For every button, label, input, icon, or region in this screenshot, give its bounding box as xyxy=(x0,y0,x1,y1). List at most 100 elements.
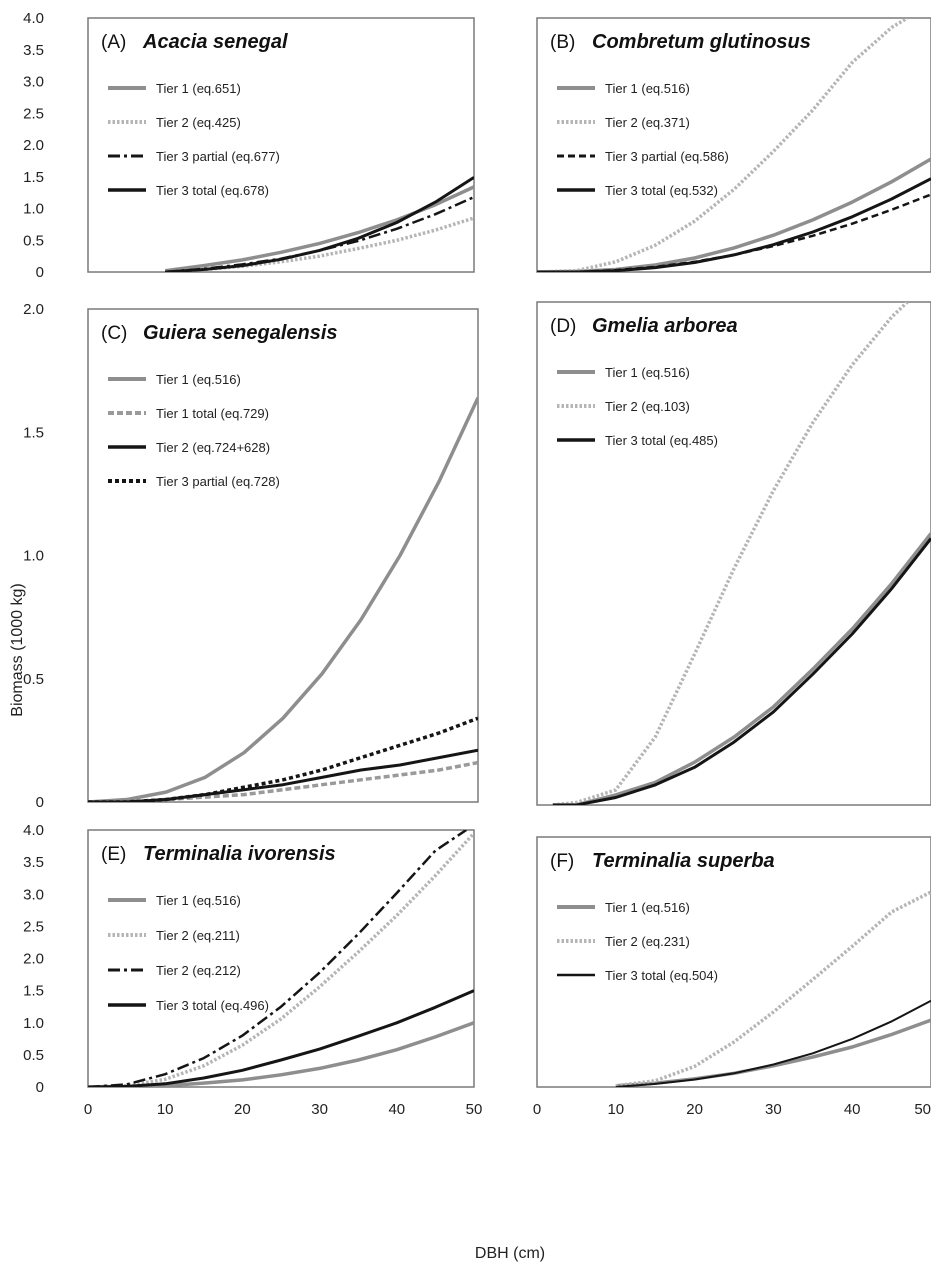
y-tick-label: 1.0 xyxy=(23,201,44,218)
y-tick-label: 1.5 xyxy=(23,169,44,186)
y-tick-label: 2.5 xyxy=(23,918,44,935)
legend-label: Tier 2 (eq.724+628) xyxy=(156,440,270,455)
panel-label: (F) xyxy=(550,851,574,872)
legend-label: Tier 1 (eq.516) xyxy=(156,372,241,387)
panel-label: (B) xyxy=(550,32,575,53)
panels: 0 0.5 1.0 1.5 2.0 2.5 3.0 3.5 4.0 (A) Acacia seneg… xyxy=(23,10,931,1118)
legend-label: Tier 3 total (eq.678) xyxy=(156,183,269,198)
y-tick-label: 0.5 xyxy=(23,671,44,688)
series-line xyxy=(552,532,931,805)
panel-title: Guiera senegalensis xyxy=(143,322,338,344)
y-axis-label: Biomass (1000 kg) xyxy=(9,583,26,716)
x-tick-label: 30 xyxy=(311,1101,328,1118)
y-tick-label: 2.0 xyxy=(23,951,44,968)
series-line xyxy=(88,1021,474,1087)
panel-title: Gmelia arborea xyxy=(592,315,738,337)
legend-label: Tier 1 (eq.516) xyxy=(605,81,690,96)
legend-label: Tier 1 (eq.651) xyxy=(156,81,241,96)
series-group xyxy=(164,176,474,272)
legend-label: Tier 2 (eq.211) xyxy=(156,928,240,943)
panel-b: (B) Combretum glutinosus Tier 1 (eq.516) Ti… xyxy=(536,17,931,273)
panel-title: Terminalia superba xyxy=(592,850,775,872)
panel-label: (E) xyxy=(101,844,126,865)
x-tick-label: 10 xyxy=(157,1101,174,1118)
legend-label: Tier 1 total (eq.729) xyxy=(156,406,269,421)
y-tick-label: 3.0 xyxy=(23,886,44,903)
y-tick-label: 4.0 xyxy=(23,822,44,839)
panel-d: (D) Gmelia arborea Tier 1 (eq.516) Tier 2 (… xyxy=(536,301,931,806)
x-axis-label: DBH (cm) xyxy=(475,1245,545,1262)
legend-label: Tier 1 (eq.516) xyxy=(605,900,690,915)
y-tick-label: 0 xyxy=(36,1079,44,1096)
panel-label: (A) xyxy=(101,32,126,53)
series-group xyxy=(615,890,931,1087)
x-tick-label: 40 xyxy=(844,1101,861,1118)
y-tick-label: 3.5 xyxy=(23,854,44,871)
series-line xyxy=(552,302,909,805)
panel-frame xyxy=(87,17,475,273)
series-line xyxy=(164,185,474,272)
panel-title: Terminalia ivorensis xyxy=(143,843,336,865)
y-tick-label: 4.0 xyxy=(23,10,44,27)
series-group xyxy=(552,302,931,805)
legend-label: Tier 1 (eq.516) xyxy=(605,365,690,380)
x-tick-label: 40 xyxy=(388,1101,405,1118)
y-tick-label: 1.0 xyxy=(23,1015,44,1032)
y-tick-label: 0 xyxy=(36,794,44,811)
y-tick-label: 1.5 xyxy=(23,424,44,441)
series-line xyxy=(88,989,474,1087)
y-tick-label: 0 xyxy=(36,264,44,281)
legend-label: Tier 3 partial (eq.586) xyxy=(605,149,729,164)
legend-label: Tier 1 (eq.516) xyxy=(156,893,241,908)
series-line xyxy=(88,832,474,1087)
y-tick-label: 1.5 xyxy=(23,983,44,1000)
panel-a: 0 0.5 1.0 1.5 2.0 2.5 3.0 3.5 4.0 (A) Acacia seneg… xyxy=(23,10,475,281)
series-group xyxy=(537,18,931,272)
series-line xyxy=(88,716,478,802)
x-tick-label: 10 xyxy=(607,1101,624,1118)
panel-frame xyxy=(536,17,931,273)
y-tick-label: 0.5 xyxy=(23,1047,44,1064)
series-group xyxy=(88,396,478,802)
legend-label: Tier 3 total (eq.504) xyxy=(605,968,718,983)
x-tick-label: 50 xyxy=(914,1101,931,1118)
legend-label: Tier 2 (eq.425) xyxy=(156,115,241,130)
x-tick-label: 50 xyxy=(466,1101,483,1118)
legend-label: Tier 2 (eq.212) xyxy=(156,963,241,978)
legend-label: Tier 3 total (eq.485) xyxy=(605,433,718,448)
y-tick-label: 0.5 xyxy=(23,232,44,249)
legend-label: Tier 2 (eq.371) xyxy=(605,115,690,130)
panel-frame xyxy=(536,836,931,1088)
panel-title: Acacia senegal xyxy=(142,31,288,53)
y-tick-label: 1.0 xyxy=(23,548,44,565)
panel-frame xyxy=(87,308,479,803)
x-tick-label: 20 xyxy=(686,1101,703,1118)
series-group xyxy=(88,830,474,1087)
series-line xyxy=(88,396,478,802)
y-tick-label: 2.0 xyxy=(23,301,44,318)
y-tick-label: 2.5 xyxy=(23,105,44,122)
y-tick-label: 2.0 xyxy=(23,137,44,154)
panel-label: (C) xyxy=(101,323,127,344)
x-tick-label: 20 xyxy=(234,1101,251,1118)
panel-c: 0 0.5 1.0 1.5 2.0 (C) Guiera senegalensis Tier … xyxy=(23,301,479,811)
panel-frame xyxy=(536,301,931,806)
series-line xyxy=(88,830,467,1087)
panel-e: 0 0.5 1.0 1.5 2.0 2.5 3.0 3.5 4.0 0 10 20 30 40 50 (E) T… xyxy=(23,822,482,1118)
legend-label: Tier 2 (eq.231) xyxy=(605,934,690,949)
legend-label: Tier 3 total (eq.532) xyxy=(605,183,718,198)
panel-frame xyxy=(87,829,475,1088)
legend-label: Tier 3 partial (eq.728) xyxy=(156,474,280,489)
x-tick-label: 0 xyxy=(533,1101,541,1118)
series-line xyxy=(552,537,931,805)
series-line xyxy=(165,176,474,272)
legend-label: Tier 3 total (eq.496) xyxy=(156,998,269,1013)
panel-title: Combretum glutinosus xyxy=(592,31,811,53)
panel-f: 0 10 20 30 40 50 (F) Terminalia superba Tier 1 (… xyxy=(533,836,931,1118)
legend-label: Tier 2 (eq.103) xyxy=(605,399,690,414)
panel-label: (D) xyxy=(550,316,576,337)
x-tick-label: 30 xyxy=(765,1101,782,1118)
series-line xyxy=(615,1018,931,1087)
y-tick-label: 3.0 xyxy=(23,74,44,91)
